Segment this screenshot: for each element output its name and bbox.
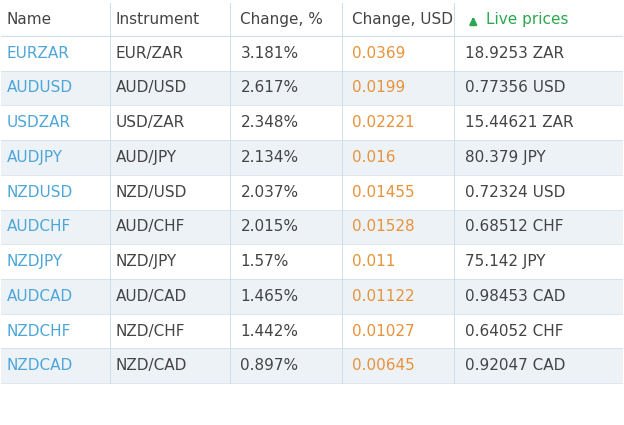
- Text: AUDCAD: AUDCAD: [7, 289, 73, 304]
- Text: Instrument: Instrument: [116, 12, 200, 27]
- Text: 2.617%: 2.617%: [240, 80, 298, 96]
- Text: AUDCHF: AUDCHF: [7, 219, 71, 235]
- Text: 0.92047 CAD: 0.92047 CAD: [464, 358, 565, 373]
- Text: 2.037%: 2.037%: [240, 185, 298, 200]
- Text: 75.142 JPY: 75.142 JPY: [464, 254, 545, 269]
- Text: AUDUSD: AUDUSD: [7, 80, 73, 96]
- Bar: [1, 244, 623, 279]
- Text: 0.01528: 0.01528: [353, 219, 415, 235]
- Bar: [1, 175, 623, 210]
- Text: AUD/JPY: AUD/JPY: [116, 150, 177, 165]
- Text: NZDJPY: NZDJPY: [7, 254, 63, 269]
- Text: 0.00645: 0.00645: [353, 358, 415, 373]
- Bar: [1, 314, 623, 348]
- Text: 0.64052 CHF: 0.64052 CHF: [464, 323, 563, 339]
- Text: NZD/CHF: NZD/CHF: [116, 323, 185, 339]
- Text: 0.77356 USD: 0.77356 USD: [464, 80, 565, 96]
- Text: 0.011: 0.011: [353, 254, 396, 269]
- Text: 2.134%: 2.134%: [240, 150, 298, 165]
- Text: 0.98453 CAD: 0.98453 CAD: [464, 289, 565, 304]
- Text: 0.68512 CHF: 0.68512 CHF: [464, 219, 563, 235]
- Text: 1.465%: 1.465%: [240, 289, 298, 304]
- Text: AUD/CHF: AUD/CHF: [116, 219, 185, 235]
- Text: 0.0199: 0.0199: [353, 80, 406, 96]
- Bar: [1, 105, 623, 140]
- Text: AUD/CAD: AUD/CAD: [116, 289, 187, 304]
- Text: 0.0369: 0.0369: [353, 46, 406, 61]
- Text: 0.02221: 0.02221: [353, 115, 415, 130]
- Text: NZD/CAD: NZD/CAD: [116, 358, 187, 373]
- Text: NZDUSD: NZDUSD: [7, 185, 73, 200]
- Bar: [1, 210, 623, 244]
- Text: AUDJPY: AUDJPY: [7, 150, 63, 165]
- Bar: [1, 71, 623, 105]
- Text: 0.01455: 0.01455: [353, 185, 415, 200]
- Text: 2.015%: 2.015%: [240, 219, 298, 235]
- Text: 0.72324 USD: 0.72324 USD: [464, 185, 565, 200]
- Text: 0.01027: 0.01027: [353, 323, 415, 339]
- Bar: [1, 36, 623, 71]
- Text: Name: Name: [7, 12, 52, 27]
- Text: NZD/JPY: NZD/JPY: [116, 254, 177, 269]
- Text: Live prices: Live prices: [485, 12, 568, 27]
- Bar: [1, 348, 623, 383]
- Text: 0.01122: 0.01122: [353, 289, 415, 304]
- Text: Change, %: Change, %: [240, 12, 323, 27]
- Text: NZDCHF: NZDCHF: [7, 323, 71, 339]
- Text: 1.442%: 1.442%: [240, 323, 298, 339]
- Text: EUR/ZAR: EUR/ZAR: [116, 46, 184, 61]
- Text: 0.016: 0.016: [353, 150, 396, 165]
- Text: 18.9253 ZAR: 18.9253 ZAR: [464, 46, 563, 61]
- Text: 2.348%: 2.348%: [240, 115, 298, 130]
- Text: 3.181%: 3.181%: [240, 46, 298, 61]
- Text: 15.44621 ZAR: 15.44621 ZAR: [464, 115, 573, 130]
- Bar: [1, 279, 623, 314]
- Text: Change, USD: Change, USD: [353, 12, 454, 27]
- Text: 1.57%: 1.57%: [240, 254, 289, 269]
- Text: 0.897%: 0.897%: [240, 358, 298, 373]
- Text: 80.379 JPY: 80.379 JPY: [464, 150, 545, 165]
- Text: USDZAR: USDZAR: [7, 115, 71, 130]
- Bar: [1, 140, 623, 175]
- Text: EURZAR: EURZAR: [7, 46, 70, 61]
- Text: USD/ZAR: USD/ZAR: [116, 115, 185, 130]
- Text: NZDCAD: NZDCAD: [7, 358, 73, 373]
- Text: AUD/USD: AUD/USD: [116, 80, 187, 96]
- Bar: [1, 3, 623, 36]
- Text: NZD/USD: NZD/USD: [116, 185, 187, 200]
